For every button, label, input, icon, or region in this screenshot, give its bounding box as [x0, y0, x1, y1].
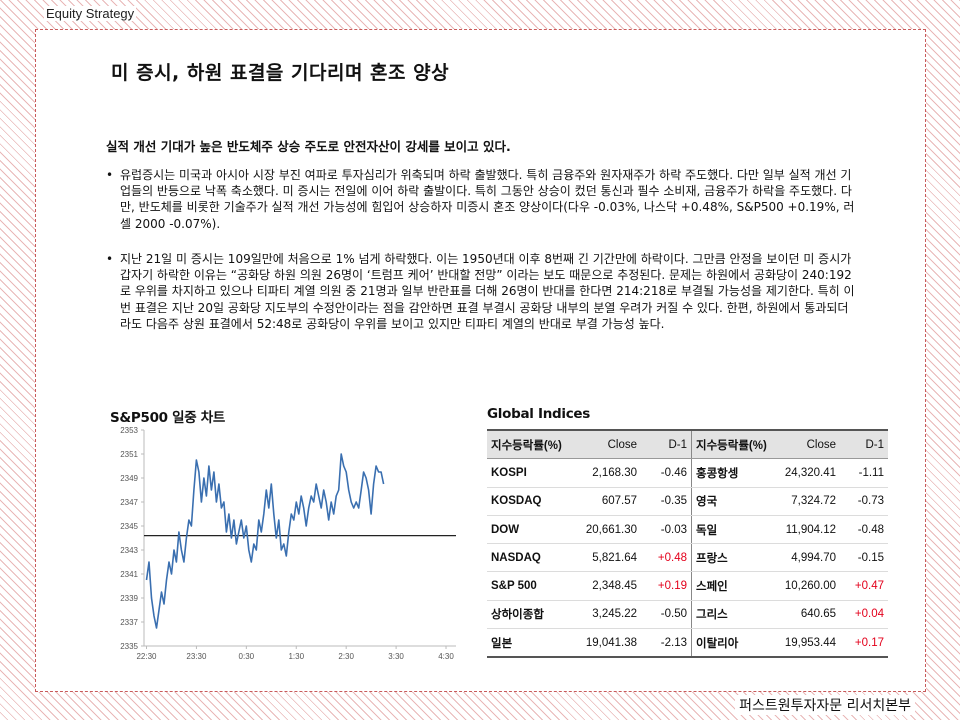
index-change: -0.35 — [641, 487, 692, 516]
chart-svg: 2335 2337 2339 2341 2343 2345 2347 2349 2351 2353… — [120, 426, 456, 661]
index-close: 3,245.22 — [575, 600, 641, 630]
index-name: 프랑스 — [691, 543, 776, 573]
y-tick-label: 2335 — [120, 642, 138, 651]
index-name: 스페인 — [691, 571, 776, 601]
x-tick-label: 2:30 — [338, 652, 354, 661]
index-name: KOSDAQ — [487, 487, 575, 516]
y-tick-label: 2347 — [120, 498, 138, 507]
chart-title: S&P500 일중 차트 — [110, 410, 226, 426]
col-header: Close — [776, 429, 840, 460]
page-title: 미 증시, 하원 표결을 기다리며 혼조 양상 — [111, 62, 450, 84]
table-row: 상하이종합 3,245.22 -0.50 그리스 640.65 +0.04 — [487, 600, 888, 630]
index-name: 이탈리아 — [691, 628, 776, 659]
table-row: KOSPI 2,168.30 -0.46 홍콩항셍 24,320.41 -1.11 — [487, 458, 888, 488]
table-row: 일본 19,041.38 -2.13 이탈리아 19,953.44 +0.17 — [487, 628, 888, 659]
bullet-text: 유럽증시는 미국과 아시아 시장 부진 여파로 투자심리가 위축되며 하락 출발… — [120, 168, 855, 231]
y-tick-label: 2353 — [120, 426, 138, 435]
x-tick-label: 23:30 — [186, 652, 207, 661]
bullet-paragraph: • 지난 21일 미 증시는 109일만에 처음으로 1% 넘게 하락했다. 이… — [106, 251, 856, 332]
index-name: S&P 500 — [487, 571, 575, 601]
y-tick-label: 2351 — [120, 450, 138, 459]
index-name: 독일 — [691, 515, 776, 545]
index-change: +0.04 — [840, 600, 888, 630]
index-name: DOW — [487, 515, 575, 545]
y-tick-label: 2341 — [120, 570, 138, 579]
index-close: 2,168.30 — [575, 458, 641, 488]
index-name: 상하이종합 — [487, 600, 575, 630]
index-name: 일본 — [487, 628, 575, 659]
x-tick-label: 1:30 — [288, 652, 304, 661]
col-header: D-1 — [840, 429, 888, 460]
content-panel: 미 증시, 하원 표결을 기다리며 혼조 양상 실적 개선 기대가 높은 반도체… — [35, 29, 926, 692]
index-name: 영국 — [691, 487, 776, 516]
table-row: KOSDAQ 607.57 -0.35 영국 7,324.72 -0.73 — [487, 487, 888, 516]
sp500-intraday-chart: 2335 2337 2339 2341 2343 2345 2347 2349 2351 2353… — [110, 426, 460, 668]
index-close: 640.65 — [776, 600, 840, 630]
x-tick-label: 22:30 — [136, 652, 157, 661]
index-change: +0.47 — [840, 571, 888, 601]
y-tick-label: 2345 — [120, 522, 138, 531]
index-change: -0.15 — [840, 543, 888, 573]
bullet-paragraph: • 유럽증시는 미국과 아시아 시장 부진 여파로 투자심리가 위축되며 하락 … — [106, 167, 856, 232]
index-close: 19,953.44 — [776, 628, 840, 659]
index-change: -1.11 — [840, 458, 888, 488]
x-tick-label: 0:30 — [239, 652, 255, 661]
index-name: NASDAQ — [487, 543, 575, 573]
table-row: S&P 500 2,348.45 +0.19 스페인 10,260.00 +0.47 — [487, 571, 888, 601]
index-close: 19,041.38 — [575, 628, 641, 659]
bullet-dot: • — [106, 252, 114, 266]
x-tick-label: 4:30 — [438, 652, 454, 661]
series-line — [145, 453, 385, 629]
index-change: -0.73 — [840, 487, 888, 516]
index-close: 7,324.72 — [776, 487, 840, 516]
y-tick-label: 2343 — [120, 546, 138, 555]
index-change: +0.19 — [641, 571, 692, 601]
col-header: 지수등락률(%) — [487, 429, 575, 460]
y-tick-label: 2337 — [120, 618, 138, 627]
y-tick-label: 2339 — [120, 594, 138, 603]
x-tick-label: 3:30 — [388, 652, 404, 661]
col-header: Close — [575, 429, 641, 460]
index-close: 4,994.70 — [776, 543, 840, 573]
index-change: -0.50 — [641, 600, 692, 630]
index-name: 홍콩항셍 — [691, 458, 776, 488]
index-name: 그리스 — [691, 600, 776, 630]
index-change: -0.46 — [641, 458, 692, 488]
summary-line: 실적 개선 기대가 높은 반도체주 상승 주도로 안전자산이 강세를 보이고 있… — [106, 139, 511, 154]
table-header-row: 지수등락률(%) Close D-1 지수등락률(%) Close D-1 — [487, 429, 888, 460]
index-close: 20,661.30 — [575, 515, 641, 545]
col-header: D-1 — [641, 429, 692, 460]
index-change: +0.48 — [641, 543, 692, 573]
index-close: 607.57 — [575, 487, 641, 516]
index-close: 24,320.41 — [776, 458, 840, 488]
index-change: -0.03 — [641, 515, 692, 545]
index-change: -2.13 — [641, 628, 692, 659]
index-name: KOSPI — [487, 458, 575, 488]
index-close: 2,348.45 — [575, 571, 641, 601]
index-change: +0.17 — [840, 628, 888, 659]
index-close: 5,821.64 — [575, 543, 641, 573]
global-indices-table: 지수등락률(%) Close D-1 지수등락률(%) Close D-1 KO… — [487, 429, 888, 659]
indices-title: Global Indices — [487, 406, 591, 422]
footer-org: 퍼스트원투자자문 리서치본부 — [735, 695, 915, 715]
col-header: 지수등락률(%) — [691, 429, 776, 460]
index-change: -0.48 — [840, 515, 888, 545]
index-close: 11,904.12 — [776, 515, 840, 545]
index-close: 10,260.00 — [776, 571, 840, 601]
table-row: DOW 20,661.30 -0.03 독일 11,904.12 -0.48 — [487, 515, 888, 545]
table-row: NASDAQ 5,821.64 +0.48 프랑스 4,994.70 -0.15 — [487, 543, 888, 573]
bullet-dot: • — [106, 168, 114, 182]
section-label: Equity Strategy — [44, 6, 137, 21]
y-tick-label: 2349 — [120, 474, 138, 483]
bullet-text: 지난 21일 미 증시는 109일만에 처음으로 1% 넘게 하락했다. 이는 … — [120, 252, 855, 331]
